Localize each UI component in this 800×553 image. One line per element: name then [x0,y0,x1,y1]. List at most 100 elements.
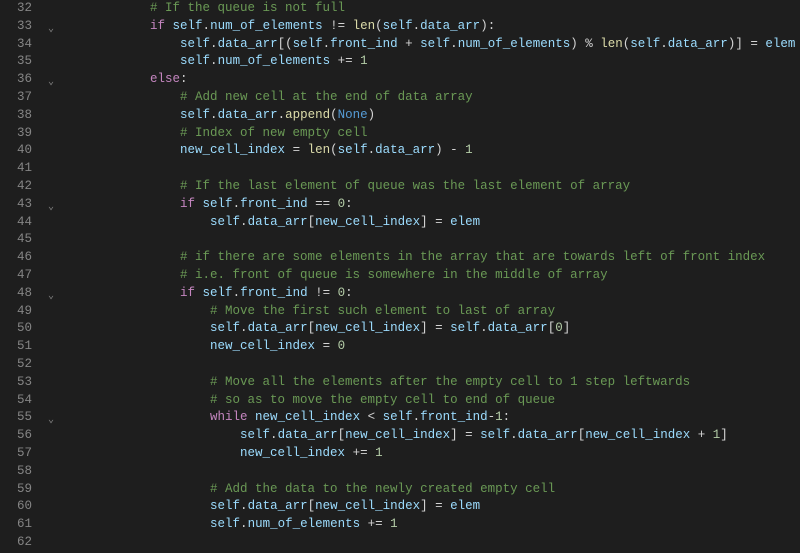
token-prop: new_cell_index [585,428,690,442]
fold-chevron-icon[interactable]: ⌄ [44,412,58,430]
code-line[interactable]: while new_cell_index < self.front_ind-1: [60,409,800,427]
code-line[interactable]: self.data_arr[new_cell_index] = self.dat… [60,320,800,338]
code-line[interactable]: self.data_arr[new_cell_index] = elem [60,214,800,232]
token-comment: # Index of new empty cell [180,126,368,140]
token-default: . [450,37,458,51]
token-prop: new_cell_index [345,428,450,442]
fold-chevron-icon[interactable]: ⌄ [44,288,58,306]
token-default: = [285,143,308,157]
token-default: [ [308,215,316,229]
token-prop: data_arr [278,428,338,442]
token-self: self [293,37,323,51]
token-default: . [278,108,286,122]
code-line[interactable]: if self.front_ind == 0: [60,196,800,214]
token-default: : [503,410,511,424]
fold-chevron-icon[interactable]: ⌄ [44,74,58,92]
token-self: self [203,286,233,300]
code-line[interactable] [60,231,800,249]
token-default: += [345,446,375,460]
token-keyword: while [210,410,255,424]
token-default: ) - [435,143,465,157]
code-line[interactable]: # i.e. front of queue is somewhere in th… [60,267,800,285]
token-default: . [233,197,241,211]
token-comment: # Add new cell at the end of data array [180,90,473,104]
token-prop: front_ind [420,410,488,424]
code-line[interactable]: else: [60,71,800,89]
line-number-gutter: 3233343536373839404142434445464748495051… [0,0,46,553]
line-number: 32 [0,0,32,18]
token-num: 1 [495,410,503,424]
token-default: ] = [420,499,450,513]
token-self: self [240,428,270,442]
code-line[interactable]: # Move the first such element to last of… [60,303,800,321]
token-num: 0 [555,321,563,335]
token-prop: new_cell_index [315,499,420,513]
code-line[interactable]: # if there are some elements in the arra… [60,249,800,267]
token-func: append [285,108,330,122]
token-default: [ [338,428,346,442]
token-default: . [210,37,218,51]
code-line[interactable] [60,160,800,178]
code-line[interactable]: if self.front_ind != 0: [60,285,800,303]
code-line[interactable]: self.data_arr[(self.front_ind + self.num… [60,36,800,54]
token-comment: # If the queue is not full [150,1,345,15]
code-line[interactable] [60,463,800,481]
token-default: ] = [420,215,450,229]
line-number: 40 [0,142,32,160]
code-line[interactable]: # Index of new empty cell [60,125,800,143]
code-line[interactable]: # so as to move the empty cell to end of… [60,392,800,410]
line-number: 51 [0,338,32,356]
line-number: 56 [0,427,32,445]
token-comment: # Add the data to the newly created empt… [210,482,555,496]
code-line[interactable]: self.data_arr[new_cell_index] = self.dat… [60,427,800,445]
token-default: . [240,321,248,335]
code-line[interactable] [60,534,800,552]
code-line[interactable]: # If the queue is not full [60,0,800,18]
code-area[interactable]: # If the queue is not full if self.num_o… [60,0,800,553]
token-num: 1 [465,143,473,157]
code-line[interactable]: if self.num_of_elements != len(self.data… [60,18,800,36]
code-line[interactable] [60,356,800,374]
token-self: self [383,410,413,424]
code-line[interactable]: self.data_arr.append(None) [60,107,800,125]
line-number: 41 [0,160,32,178]
token-prop: new_cell_index [315,321,420,335]
token-self: self [630,37,660,51]
token-comment: # Move all the elements after the empty … [210,375,690,389]
code-line[interactable]: # If the last element of queue was the l… [60,178,800,196]
code-line[interactable]: # Add the data to the newly created empt… [60,481,800,499]
token-default: . [210,108,218,122]
code-line[interactable]: self.data_arr[new_cell_index] = elem [60,498,800,516]
token-self: self [203,197,233,211]
code-line[interactable]: new_cell_index = 0 [60,338,800,356]
token-default: ) [368,108,376,122]
token-default: . [240,215,248,229]
token-default: . [240,499,248,513]
code-line[interactable]: # Add new cell at the end of data array [60,89,800,107]
line-number: 36 [0,71,32,89]
token-prop: new_cell_index [315,215,420,229]
token-default: == [308,197,338,211]
token-prop: data_arr [218,108,278,122]
line-number: 44 [0,214,32,232]
token-self: self [338,143,368,157]
token-comment: # so as to move the empty cell to end of… [210,393,555,407]
line-number: 42 [0,178,32,196]
token-default: : [345,286,353,300]
code-line[interactable]: new_cell_index += 1 [60,445,800,463]
token-num: 0 [338,286,346,300]
code-editor[interactable]: 3233343536373839404142434445464748495051… [0,0,800,553]
fold-chevron-icon[interactable]: ⌄ [44,21,58,39]
line-number: 57 [0,445,32,463]
token-func: len [308,143,331,157]
token-default: . [413,410,421,424]
fold-chevron-icon[interactable]: ⌄ [44,199,58,217]
token-default: + [398,37,421,51]
code-line[interactable]: self.num_of_elements += 1 [60,53,800,71]
token-self: self [210,321,240,335]
token-self: self [173,19,203,33]
token-default: ) % [570,37,600,51]
code-line[interactable]: new_cell_index = len(self.data_arr) - 1 [60,142,800,160]
code-line[interactable]: # Move all the elements after the empty … [60,374,800,392]
code-line[interactable]: self.num_of_elements += 1 [60,516,800,534]
